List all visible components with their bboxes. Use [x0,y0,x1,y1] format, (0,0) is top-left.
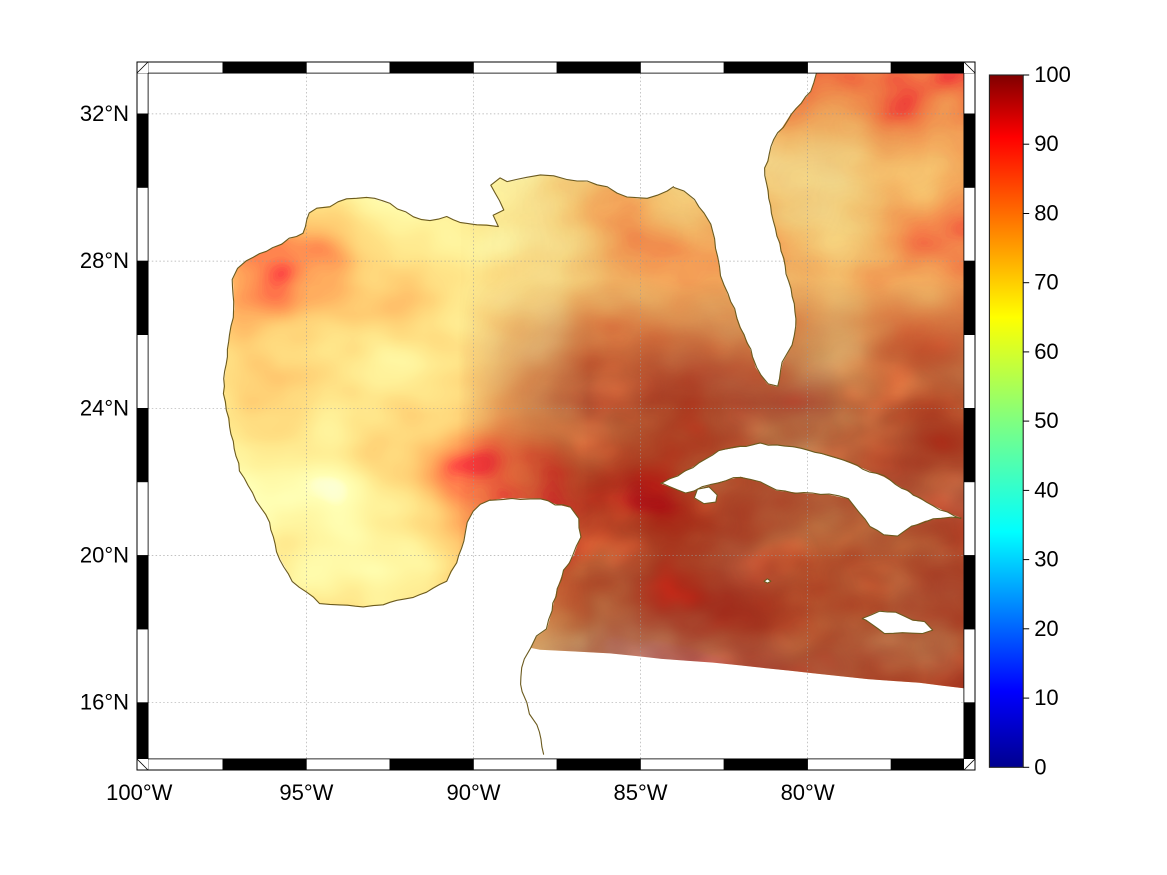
svg-text:100°W: 100°W [106,780,173,805]
svg-text:20: 20 [1034,616,1058,641]
svg-text:40: 40 [1034,477,1058,502]
svg-text:24°N: 24°N [80,395,129,420]
svg-text:95°W: 95°W [279,780,333,805]
svg-text:10: 10 [1034,685,1058,710]
svg-text:80°W: 80°W [781,780,835,805]
svg-text:100: 100 [1034,62,1071,87]
svg-text:30: 30 [1034,547,1058,572]
svg-text:60: 60 [1034,339,1058,364]
svg-text:85°W: 85°W [613,780,667,805]
svg-text:20°N: 20°N [80,543,129,568]
svg-text:32°N: 32°N [80,101,129,126]
svg-text:90: 90 [1034,131,1058,156]
svg-text:0: 0 [1034,754,1046,779]
svg-text:90°W: 90°W [446,780,500,805]
svg-text:16°N: 16°N [80,690,129,715]
svg-text:70: 70 [1034,270,1058,295]
svg-text:80: 80 [1034,201,1058,226]
svg-text:50: 50 [1034,408,1058,433]
svg-text:28°N: 28°N [80,248,129,273]
